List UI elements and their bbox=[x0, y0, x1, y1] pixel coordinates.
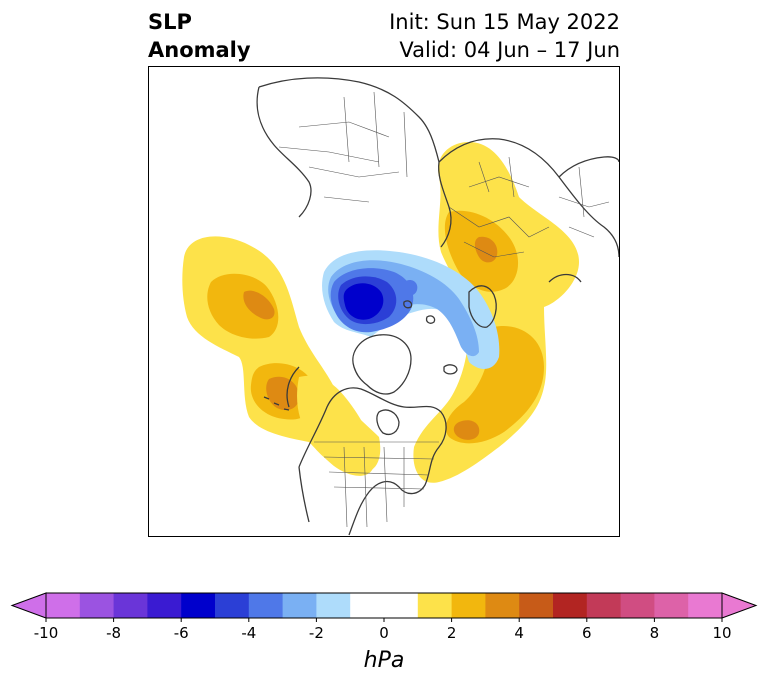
colorbar-swatch bbox=[553, 593, 588, 618]
colorbar-tick-label: -4 bbox=[241, 624, 256, 642]
atlantic-high-max bbox=[453, 420, 480, 440]
colorbar-swatch bbox=[46, 593, 81, 618]
map-title: SLP Anomaly bbox=[148, 8, 251, 64]
colorbar-swatch bbox=[688, 593, 723, 618]
colorbar-tick-label: 4 bbox=[514, 624, 524, 642]
colorbar: -10 -8 -6 -4 -2 0 2 4 6 8 10 bbox=[10, 590, 758, 654]
pacific-high-max bbox=[243, 290, 275, 320]
colorbar-tick-label: 6 bbox=[582, 624, 592, 642]
colorbar-swatch bbox=[451, 593, 486, 618]
colorbar-swatch bbox=[485, 593, 520, 618]
colorbar-extend-max bbox=[721, 592, 758, 619]
arctic-low-secondary bbox=[404, 279, 418, 296]
colorbar-swatch bbox=[248, 593, 284, 618]
valid-range: Valid: 04 Jun – 17 Jun bbox=[399, 38, 620, 62]
colorbar-tick-label: -8 bbox=[106, 624, 121, 642]
colorbar-tick-label: -10 bbox=[34, 624, 59, 642]
colorbar-swatch bbox=[113, 593, 148, 618]
pacific-high-core bbox=[207, 273, 279, 339]
colorbar-swatch bbox=[282, 593, 317, 618]
title-line-2: Anomaly bbox=[148, 38, 251, 62]
colorbar-unit-label: hPa bbox=[363, 648, 405, 673]
borders bbox=[278, 91, 610, 528]
anomaly-map bbox=[182, 77, 619, 536]
colorbar-tick-label: -2 bbox=[309, 624, 324, 642]
negative-anomaly-regions bbox=[322, 250, 500, 369]
map-panel bbox=[148, 66, 620, 537]
nepac-high-max bbox=[266, 376, 299, 411]
colorbar-swatch bbox=[147, 593, 182, 618]
title-line-1: SLP bbox=[148, 10, 192, 34]
colorbar-swatch bbox=[384, 593, 419, 618]
colorbar-swatch bbox=[181, 593, 216, 618]
colorbar-tick-label: 0 bbox=[379, 624, 389, 642]
colorbar-tick-label: 10 bbox=[712, 624, 731, 642]
colorbar-swatch bbox=[620, 593, 655, 618]
colorbar-swatch bbox=[519, 593, 554, 618]
arctic-low-center bbox=[343, 283, 384, 320]
colorbar-graphic: -10 -8 -6 -4 -2 0 2 4 6 8 10 bbox=[10, 592, 758, 642]
positive-anomaly-regions bbox=[182, 142, 579, 483]
colorbar-swatch bbox=[417, 593, 453, 618]
colorbar-swatch bbox=[586, 593, 622, 618]
init-date: Init: Sun 15 May 2022 bbox=[389, 10, 620, 34]
colorbar-swatch bbox=[350, 593, 385, 618]
forecast-dates: Init: Sun 15 May 2022 Valid: 04 Jun – 17… bbox=[389, 8, 620, 64]
colorbar-tick-label: -6 bbox=[174, 624, 189, 642]
westna-high-anomaly bbox=[297, 375, 374, 476]
colorbar-tick-label: 2 bbox=[447, 624, 457, 642]
colorbar-swatch bbox=[654, 593, 689, 618]
colorbar-swatch bbox=[316, 593, 351, 618]
colorbar-swatch bbox=[215, 593, 250, 618]
atlantic-high-core bbox=[445, 326, 544, 444]
colorbar-extend-min bbox=[10, 592, 47, 619]
colorbar-tick-label: 8 bbox=[650, 624, 660, 642]
colorbar-swatch bbox=[79, 593, 115, 618]
